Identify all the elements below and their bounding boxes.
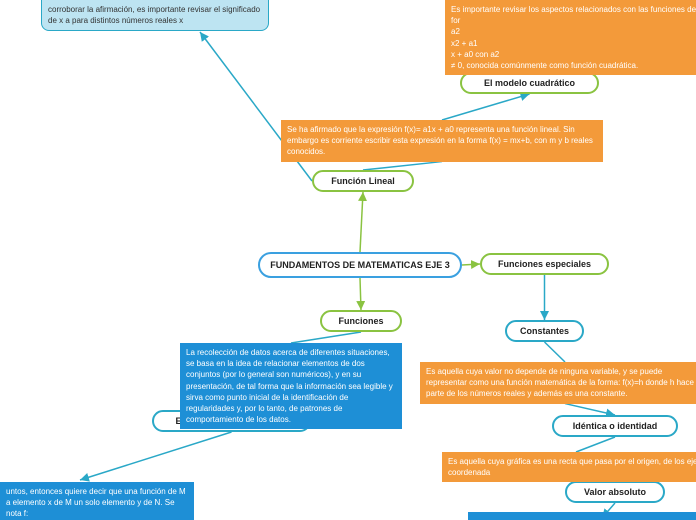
note-constante_def: Es aquella cuya valor no depende de ning…: [420, 362, 696, 404]
note-topleft: corroborar la afirmación, es importante …: [41, 0, 269, 31]
note-bottomleft: untos, entonces quiere decir que una fun…: [0, 482, 194, 520]
node-funciones[interactable]: Funciones: [320, 310, 402, 332]
node-constantes[interactable]: Constantes: [505, 320, 584, 342]
node-identica[interactable]: Idéntica o identidad: [552, 415, 678, 437]
node-central[interactable]: FUNDAMENTOS DE MATEMATICAS EJE 3: [258, 252, 462, 278]
node-valorabs[interactable]: Valor absoluto: [565, 481, 665, 503]
note-bottom-strip: [468, 512, 696, 520]
note-identica_def: Es aquella cuya gráfica es una recta que…: [442, 452, 696, 482]
note-lineal: Se ha afirmado que la expresión f(x)= a1…: [281, 120, 603, 162]
note-topright: Es importante revisar los aspectos relac…: [445, 0, 696, 75]
note-recoleccion: La recolección de datos acerca de difere…: [180, 343, 402, 429]
node-funclineal[interactable]: Función Lineal: [312, 170, 414, 192]
node-especiales[interactable]: Funciones especiales: [480, 253, 609, 275]
node-modelo[interactable]: El modelo cuadrático: [460, 72, 599, 94]
